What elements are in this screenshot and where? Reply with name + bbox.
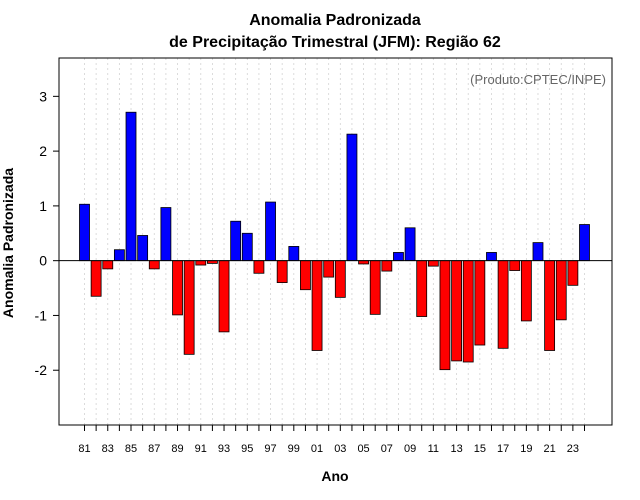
x-tick-label-87: 87 <box>148 443 160 455</box>
bar-06 <box>369 260 381 315</box>
x-tick-label-23: 23 <box>567 443 579 455</box>
bar-81 <box>79 203 90 262</box>
x-tick-label-83: 83 <box>102 443 114 455</box>
x-axis-label: Ano <box>321 468 348 484</box>
x-tick-label-01: 01 <box>311 443 323 455</box>
bar-layer <box>79 111 590 371</box>
bar-12 <box>439 260 451 371</box>
y-tick-label--1: -1 <box>35 307 48 323</box>
bar-23 <box>567 260 579 286</box>
bar-07 <box>381 260 393 272</box>
y-tick-label-2: 2 <box>39 143 47 159</box>
bar-00 <box>300 260 311 291</box>
bar-85 <box>125 111 137 262</box>
bar-97 <box>265 201 276 262</box>
y-tick-label-1: 1 <box>39 198 47 214</box>
x-tick-label-97: 97 <box>264 443 276 455</box>
bar-91 <box>195 260 207 266</box>
bar-02 <box>323 260 335 278</box>
bar-94 <box>230 220 242 262</box>
bar-10 <box>416 260 428 317</box>
bar-01 <box>311 260 323 351</box>
x-tick-label-09: 09 <box>404 443 416 455</box>
bar-16 <box>486 252 497 262</box>
x-tick-label-05: 05 <box>357 443 369 455</box>
x-tick-label-95: 95 <box>241 443 253 455</box>
bar-03 <box>334 260 346 298</box>
bar-90 <box>183 260 195 355</box>
x-tick-label-85: 85 <box>125 443 137 455</box>
bar-15 <box>474 260 486 346</box>
bar-18 <box>509 260 521 271</box>
x-tick-label-11: 11 <box>428 443 439 455</box>
bar-04 <box>346 133 358 262</box>
bar-09 <box>404 227 416 262</box>
bar-19 <box>520 260 532 322</box>
x-tick-label-07: 07 <box>381 443 393 455</box>
bar-89 <box>172 260 183 316</box>
bar-20 <box>532 242 544 262</box>
grid-layer <box>84 58 585 425</box>
bar-98 <box>276 260 288 283</box>
x-tick-label-17: 17 <box>497 443 509 455</box>
bar-22 <box>555 260 567 321</box>
bar-08 <box>393 252 404 262</box>
bar-84 <box>113 249 125 262</box>
x-tick-label-89: 89 <box>171 443 183 455</box>
bar-11 <box>427 260 439 267</box>
x-tick-label-15: 15 <box>474 443 486 455</box>
y-tick-label--2: -2 <box>35 362 48 378</box>
bar-96 <box>253 260 265 274</box>
bar-88 <box>160 207 172 262</box>
x-tick-label-91: 91 <box>195 443 207 455</box>
chart-title-line1: Anomalia Padronizada <box>249 12 421 29</box>
x-tick-label-13: 13 <box>450 443 462 455</box>
bar-99 <box>288 246 300 262</box>
bar-24 <box>579 224 590 262</box>
bar-87 <box>148 260 160 270</box>
bar-83 <box>102 260 114 270</box>
credit-text: (Produto:CPTEC/INPE) <box>470 72 606 87</box>
x-tick-label-93: 93 <box>218 443 230 455</box>
bar-82 <box>90 260 102 297</box>
y-tick-label-0: 0 <box>39 253 47 269</box>
x-tick-label-21: 21 <box>543 443 555 455</box>
chart-title-line2: de Precipitação Trimestral (JFM): Região… <box>169 34 501 51</box>
y-tick-label-3: 3 <box>39 88 47 104</box>
bar-14 <box>462 260 474 363</box>
bar-93 <box>218 260 230 333</box>
x-axis: 81 83 85 87 89 91 93 95 97 99 01 03 05 07 09 11 13 15 17 19… <box>78 425 585 455</box>
bar-13 <box>451 260 462 362</box>
bar-17 <box>497 260 509 349</box>
x-tick-label-03: 03 <box>334 443 346 455</box>
plot-frame <box>58 57 613 426</box>
bar-21 <box>544 260 556 351</box>
y-axis-label: Anomalia Padronizada <box>0 168 16 318</box>
y-axis: -2 -1 0 1 2 3 <box>35 88 59 378</box>
x-tick-label-19: 19 <box>520 443 532 455</box>
bar-86 <box>137 235 149 262</box>
x-tick-label-99: 99 <box>288 443 300 455</box>
bar-95 <box>241 232 253 262</box>
x-tick-label-81: 81 <box>78 443 90 455</box>
